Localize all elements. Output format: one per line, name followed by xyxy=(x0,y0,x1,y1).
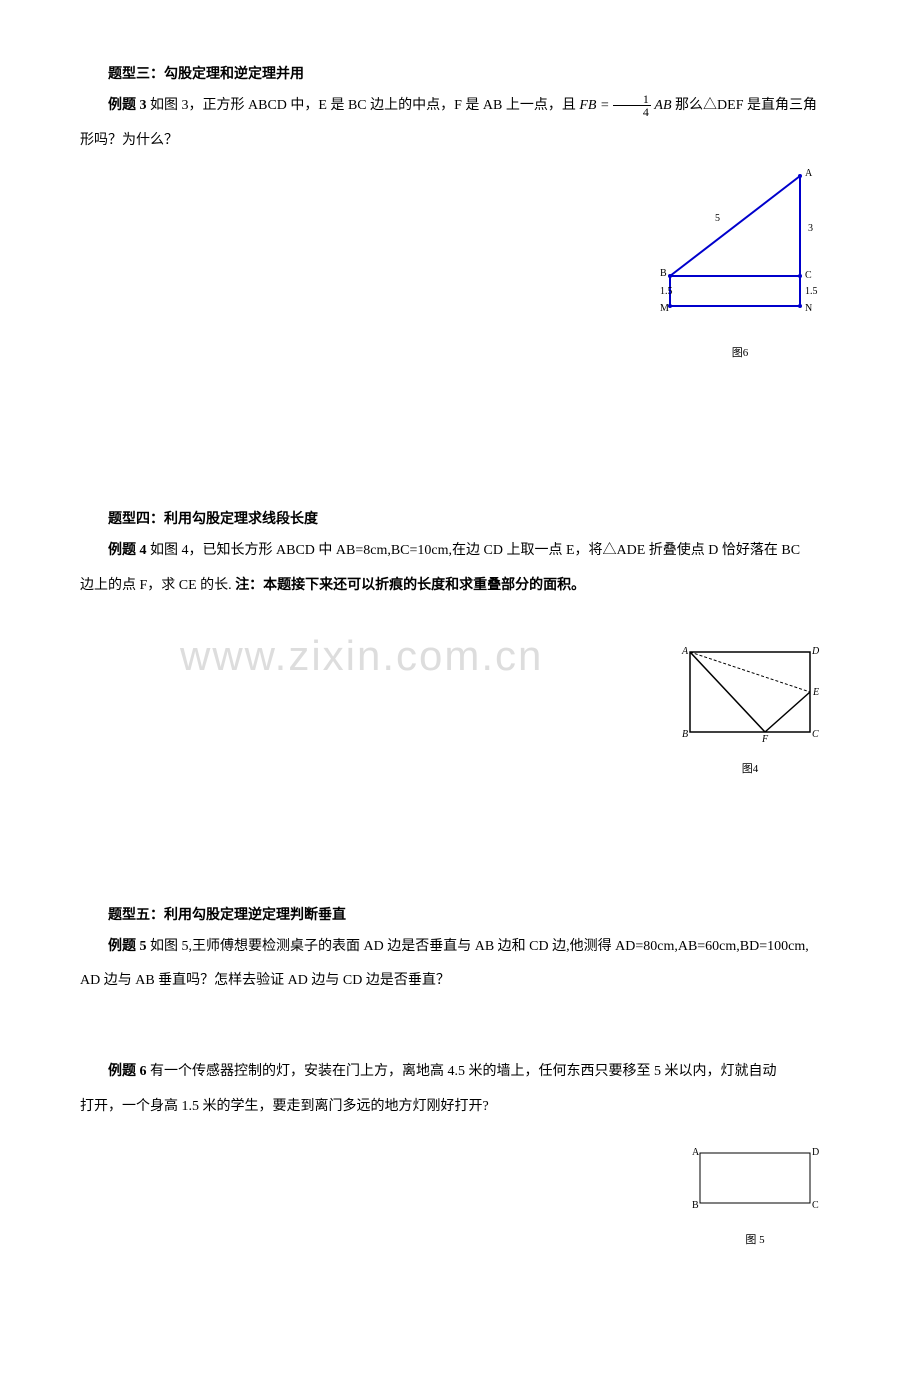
problem4: 例题 4 如图 4，已知长方形 ABCD 中 AB=8cm,BC=10cm,在边… xyxy=(80,536,840,567)
fig6-A: A xyxy=(805,168,813,179)
figure4: A D B C E F 图4 xyxy=(680,642,820,781)
section5-title: 题型五：利用勾股定理逆定理判断垂直 xyxy=(80,901,840,932)
problem5-label: 例题 5 xyxy=(108,939,147,954)
svg-text:E: E xyxy=(812,687,819,698)
problem3-label: 例题 3 xyxy=(108,98,147,113)
frac-den: 4 xyxy=(613,106,651,118)
problem3: 例题 3 如图 3，正方形 ABCD 中，E 是 BC 边上的中点，F 是 AB… xyxy=(80,91,840,122)
fig4-label: 图4 xyxy=(680,757,820,781)
problem6-label: 例题 6 xyxy=(108,1064,147,1079)
svg-text:C: C xyxy=(812,729,819,740)
problem4-line2: 边上的点 F，求 CE 的长. 注：本题接下来还可以折痕的长度和求重叠部分的面积… xyxy=(80,571,840,602)
fig6-C: C xyxy=(805,270,812,281)
svg-text:A: A xyxy=(692,1147,700,1158)
problem5-text1: 如图 5,王师傅想要检测桌子的表面 AD 边是否垂直与 AB 边和 CD 边,他… xyxy=(150,939,809,954)
problem4-label: 例题 4 xyxy=(108,543,147,558)
ab-var: AB xyxy=(654,98,671,113)
section3-title: 题型三：勾股定理和逆定理并用 xyxy=(80,60,840,91)
problem5-text2: AD 边与 AB 垂直吗？怎样去验证 AD 边与 CD 边是否垂直？ xyxy=(80,966,840,997)
problem6: 例题 6 有一个传感器控制的灯，安装在门上方，离地高 4.5 米的墙上，任何东西… xyxy=(80,1057,840,1088)
fig6-5: 5 xyxy=(715,213,720,224)
svg-text:B: B xyxy=(692,1200,699,1211)
content-wrapper: 题型三：勾股定理和逆定理并用 例题 3 如图 3，正方形 ABCD 中，E 是 … xyxy=(80,60,840,1332)
svg-text:C: C xyxy=(812,1200,819,1211)
fraction: 1 4 xyxy=(613,93,651,118)
problem4-note: 注：本题接下来还可以折痕的长度和求重叠部分的面积。 xyxy=(235,578,585,593)
fig5-label: 图 5 xyxy=(690,1228,820,1252)
svg-text:F: F xyxy=(761,734,769,742)
svg-text:D: D xyxy=(811,646,820,657)
figure5: A D B C 图 5 xyxy=(690,1143,820,1252)
problem6-text2: 打开，一个身高 1.5 米的学生，要走到离门多远的地方灯刚好打开? xyxy=(80,1092,840,1123)
svg-text:B: B xyxy=(682,729,688,740)
fig6-15R: 1.5 xyxy=(805,286,818,297)
fig6-3: 3 xyxy=(808,223,813,234)
problem3-text1: 如图 3，正方形 ABCD 中，E 是 BC 边上的中点，F 是 AB 上一点，… xyxy=(150,98,576,113)
fig6-label: 图6 xyxy=(660,341,820,365)
problem3-text2: 那么△DEF 是直角三角 xyxy=(675,98,817,113)
figure6: A B C M N 5 3 1.5 1.5 图6 xyxy=(660,166,820,365)
problem4-text2: 边上的点 F，求 CE 的长. xyxy=(80,578,235,593)
fig6-M: M xyxy=(660,303,669,314)
section4-title: 题型四：利用勾股定理求线段长度 xyxy=(80,505,840,536)
fb-eq: FB = xyxy=(579,98,613,113)
fig6-N: N xyxy=(805,303,812,314)
fig6-B: B xyxy=(660,268,667,279)
problem6-text1: 有一个传感器控制的灯，安装在门上方，离地高 4.5 米的墙上，任何东西只要移至 … xyxy=(150,1064,777,1079)
problem4-text1: 如图 4，已知长方形 ABCD 中 AB=8cm,BC=10cm,在边 CD 上… xyxy=(150,543,800,558)
fig6-15L: 1.5 xyxy=(660,286,673,297)
problem3-text3: 形吗？为什么？ xyxy=(80,126,840,157)
svg-text:A: A xyxy=(681,646,689,657)
problem5: 例题 5 如图 5,王师傅想要检测桌子的表面 AD 边是否垂直与 AB 边和 C… xyxy=(80,932,840,963)
svg-text:D: D xyxy=(812,1147,819,1158)
